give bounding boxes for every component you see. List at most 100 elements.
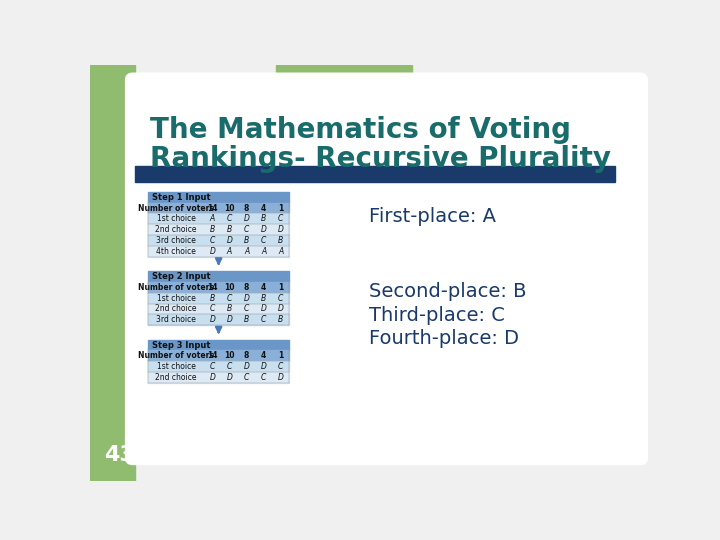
Text: Third-place: C: Third-place: C xyxy=(369,306,505,325)
Text: 2nd choice: 2nd choice xyxy=(156,373,197,382)
Bar xyxy=(148,235,289,246)
Bar xyxy=(276,65,412,150)
Text: C: C xyxy=(261,373,266,382)
Text: 1: 1 xyxy=(278,283,283,292)
Bar xyxy=(148,340,289,350)
Text: C: C xyxy=(244,373,249,382)
Text: 14: 14 xyxy=(207,352,217,360)
Text: 4th choice: 4th choice xyxy=(156,247,196,255)
Text: D: D xyxy=(278,225,284,234)
Text: B: B xyxy=(244,315,249,324)
Text: Number of voters: Number of voters xyxy=(138,204,214,213)
Text: B: B xyxy=(210,294,215,302)
Text: D: D xyxy=(261,225,266,234)
Text: C: C xyxy=(244,225,249,234)
Text: C: C xyxy=(261,315,266,324)
Bar xyxy=(90,65,135,481)
Text: 1: 1 xyxy=(278,352,283,360)
Bar xyxy=(135,166,616,182)
Text: A: A xyxy=(261,247,266,255)
Text: The Mathematics of Voting: The Mathematics of Voting xyxy=(150,116,572,144)
Text: Step 1 Input: Step 1 Input xyxy=(152,193,211,202)
Text: Number of voters: Number of voters xyxy=(138,283,214,292)
Text: 2nd choice: 2nd choice xyxy=(156,225,197,234)
Bar xyxy=(148,361,289,372)
Bar xyxy=(148,213,289,224)
Text: D: D xyxy=(243,214,250,224)
Bar xyxy=(148,372,289,383)
Bar xyxy=(148,282,289,293)
Bar xyxy=(148,192,289,202)
Text: B: B xyxy=(227,305,232,313)
Text: 4: 4 xyxy=(261,283,266,292)
Text: 1st choice: 1st choice xyxy=(156,294,195,302)
Bar xyxy=(148,303,289,314)
Text: 43: 43 xyxy=(104,445,135,465)
Text: C: C xyxy=(278,362,284,371)
Text: Step 2 Input: Step 2 Input xyxy=(152,272,211,281)
Text: D: D xyxy=(261,362,266,371)
Text: D: D xyxy=(278,305,284,313)
Bar xyxy=(148,202,289,213)
Text: 4: 4 xyxy=(261,204,266,213)
Text: 1st choice: 1st choice xyxy=(156,362,195,371)
Text: 4: 4 xyxy=(261,352,266,360)
Text: Step 3 Input: Step 3 Input xyxy=(152,341,210,349)
Text: B: B xyxy=(244,236,249,245)
Text: 2nd choice: 2nd choice xyxy=(156,305,197,313)
Text: 10: 10 xyxy=(224,204,235,213)
Text: C: C xyxy=(278,294,284,302)
Text: 8: 8 xyxy=(244,283,249,292)
Text: D: D xyxy=(243,294,250,302)
Text: D: D xyxy=(243,362,250,371)
Text: 10: 10 xyxy=(224,283,235,292)
Text: 3rd choice: 3rd choice xyxy=(156,236,196,245)
Text: 14: 14 xyxy=(207,204,217,213)
Text: D: D xyxy=(227,236,233,245)
Bar xyxy=(148,246,289,256)
Text: C: C xyxy=(210,305,215,313)
Bar xyxy=(148,224,289,235)
Text: C: C xyxy=(210,362,215,371)
Text: 10: 10 xyxy=(224,352,235,360)
Text: C: C xyxy=(244,305,249,313)
Text: B: B xyxy=(278,236,283,245)
Text: C: C xyxy=(227,362,232,371)
Text: Fourth-place: D: Fourth-place: D xyxy=(369,329,519,348)
Text: 14: 14 xyxy=(207,283,217,292)
Text: Number of voters: Number of voters xyxy=(138,352,214,360)
Text: A: A xyxy=(278,247,283,255)
Bar xyxy=(148,293,289,303)
Text: C: C xyxy=(227,214,232,224)
Text: A: A xyxy=(227,247,232,255)
Bar xyxy=(148,271,289,282)
Text: A: A xyxy=(210,214,215,224)
Text: B: B xyxy=(261,294,266,302)
Text: C: C xyxy=(278,214,284,224)
Text: D: D xyxy=(210,247,215,255)
Text: D: D xyxy=(227,315,233,324)
Text: B: B xyxy=(210,225,215,234)
Text: D: D xyxy=(278,373,284,382)
Text: B: B xyxy=(227,225,232,234)
Text: D: D xyxy=(261,305,266,313)
Text: B: B xyxy=(278,315,283,324)
Bar xyxy=(148,350,289,361)
Text: Rankings- Recursive Plurality: Rankings- Recursive Plurality xyxy=(150,145,611,173)
FancyBboxPatch shape xyxy=(125,72,648,465)
Bar xyxy=(148,314,289,325)
Text: B: B xyxy=(261,214,266,224)
Text: D: D xyxy=(210,373,215,382)
Text: 1: 1 xyxy=(278,204,283,213)
Text: 8: 8 xyxy=(244,352,249,360)
Text: D: D xyxy=(210,315,215,324)
Text: 1st choice: 1st choice xyxy=(156,214,195,224)
Text: A: A xyxy=(244,247,249,255)
Text: First-place: A: First-place: A xyxy=(369,207,496,226)
Text: C: C xyxy=(210,236,215,245)
Text: 3rd choice: 3rd choice xyxy=(156,315,196,324)
Text: 8: 8 xyxy=(244,204,249,213)
Text: C: C xyxy=(227,294,232,302)
Text: D: D xyxy=(227,373,233,382)
Text: C: C xyxy=(261,236,266,245)
